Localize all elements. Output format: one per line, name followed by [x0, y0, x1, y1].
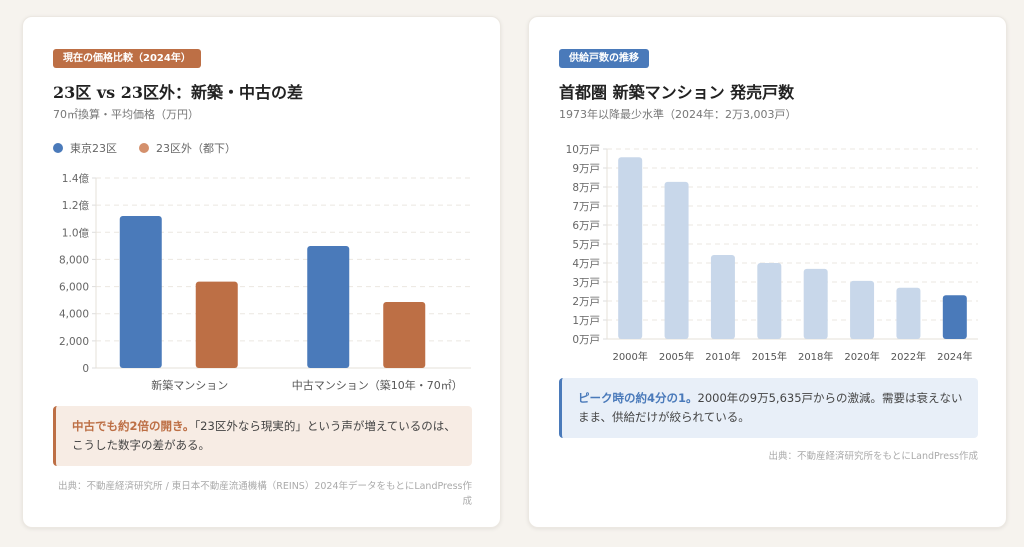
x-tick-label: 2015年 — [752, 350, 787, 363]
bar-2000年 — [618, 157, 643, 339]
y-tick-label: 9万戸 — [572, 163, 600, 175]
callout-highlight: 中古でも約2倍の開き。 — [72, 419, 195, 433]
bar-outside — [195, 281, 238, 368]
y-tick-label: 4,000 — [59, 309, 89, 321]
x-tick-label: 2022年 — [891, 350, 926, 363]
bar-2010年 — [710, 255, 735, 339]
bar-2022年 — [896, 287, 921, 339]
y-tick-label: 6,000 — [59, 282, 89, 294]
legend-dot — [139, 143, 149, 153]
x-tick-label: 2018年 — [798, 350, 833, 363]
bar-outside — [383, 302, 426, 368]
source-note: 出典：不動産経済研究所をもとにLandPress作成 — [768, 451, 978, 462]
legend: 東京23区 23区外（都下） — [53, 140, 236, 156]
y-tick-label: 1.4億 — [62, 172, 90, 185]
x-tick-label: 2010年 — [705, 350, 740, 363]
x-tick-label: 新築マンション — [151, 378, 228, 392]
chart-title: 23区 vs 23区外：新築・中古の差 — [53, 83, 303, 102]
bar-2020年 — [850, 280, 875, 339]
y-tick-label: 5万戸 — [572, 239, 600, 251]
chart-subtitle: 70㎡換算・平均価格（万円） — [53, 108, 199, 121]
price-bar-chart: 0 2,000 4,000 6,000 8,000 1.0億 1.2億 1.4億新築マンション… — [59, 172, 471, 392]
x-tick-label: 2024年 — [937, 350, 972, 363]
supply-card: 供給戸数の推移 首都圏 新築マンション 発売戸数 1973年以降最少水準（202… — [528, 16, 1007, 528]
y-tick-label: 0 — [82, 363, 89, 375]
section-badge: 供給戸数の推移 — [559, 49, 649, 68]
y-tick-label: 0万戸 — [572, 334, 600, 346]
y-tick-label: 2,000 — [59, 336, 89, 348]
x-tick-label: 2020年 — [844, 350, 879, 363]
y-tick-label: 4万戸 — [572, 258, 600, 270]
y-tick-label: 7万戸 — [572, 201, 600, 213]
callout-text: 「23区外なら現実的」という声が増えているのは、こうした数字の差がある。 — [72, 419, 456, 452]
bar-2005年 — [664, 181, 689, 339]
y-tick-label: 10万戸 — [566, 144, 600, 156]
y-tick-label: 3万戸 — [572, 277, 600, 289]
legend-label: 東京23区 — [70, 142, 117, 155]
x-tick-label: 中古マンション（築10年・70㎡） — [292, 378, 463, 392]
bar-tokyo23 — [119, 216, 162, 368]
y-tick-label: 2万戸 — [572, 296, 600, 308]
legend-label: 23区外（都下） — [156, 142, 236, 155]
source-note: 出典：不動産経済研究所 / 東日本不動産流通機構（REINS）2024年データを… — [58, 481, 472, 507]
x-tick-label: 2000年 — [612, 350, 647, 363]
x-tick-label: 2005年 — [659, 350, 694, 363]
bar-tokyo23 — [307, 245, 350, 368]
legend-item-outside: 23区外（都下） — [139, 140, 236, 156]
legend-item-tokyo23: 東京23区 — [53, 140, 117, 156]
y-tick-label: 1万戸 — [572, 315, 600, 327]
bar-2024年 — [942, 295, 967, 339]
callout-note: ピーク時の約4分の1。2000年の9万5,635戸からの激減。需要は衰えないまま… — [559, 378, 978, 438]
chart-subtitle: 1973年以降最少水準（2024年：2万3,003戸） — [559, 108, 797, 121]
y-tick-label: 1.0億 — [62, 226, 90, 239]
y-tick-label: 1.2億 — [62, 199, 90, 212]
callout-text: 2000年の9万5,635戸からの激減。需要は衰えないまま、供給だけが絞られてい… — [578, 391, 963, 424]
y-tick-label: 8万戸 — [572, 182, 600, 194]
bar-2015年 — [757, 263, 782, 339]
callout-note: 中古でも約2倍の開き。「23区外なら現実的」という声が増えているのは、こうした数… — [53, 406, 472, 466]
supply-bar-chart: 0万戸 1万戸 2万戸 3万戸 4万戸 5万戸 6万戸 7万戸 8万戸 9万戸 10万戸 2000年 2… — [566, 144, 978, 363]
bar-2018年 — [803, 268, 828, 339]
legend-dot — [53, 143, 63, 153]
chart-title: 首都圏 新築マンション 発売戸数 — [559, 83, 795, 102]
section-badge: 現在の価格比較（2024年） — [53, 49, 201, 68]
y-tick-label: 8,000 — [59, 254, 89, 266]
price-comparison-card: 現在の価格比較（2024年） 23区 vs 23区外：新築・中古の差 70㎡換算… — [22, 16, 501, 528]
y-tick-label: 6万戸 — [572, 220, 600, 232]
callout-highlight: ピーク時の約4分の1。 — [578, 391, 698, 405]
